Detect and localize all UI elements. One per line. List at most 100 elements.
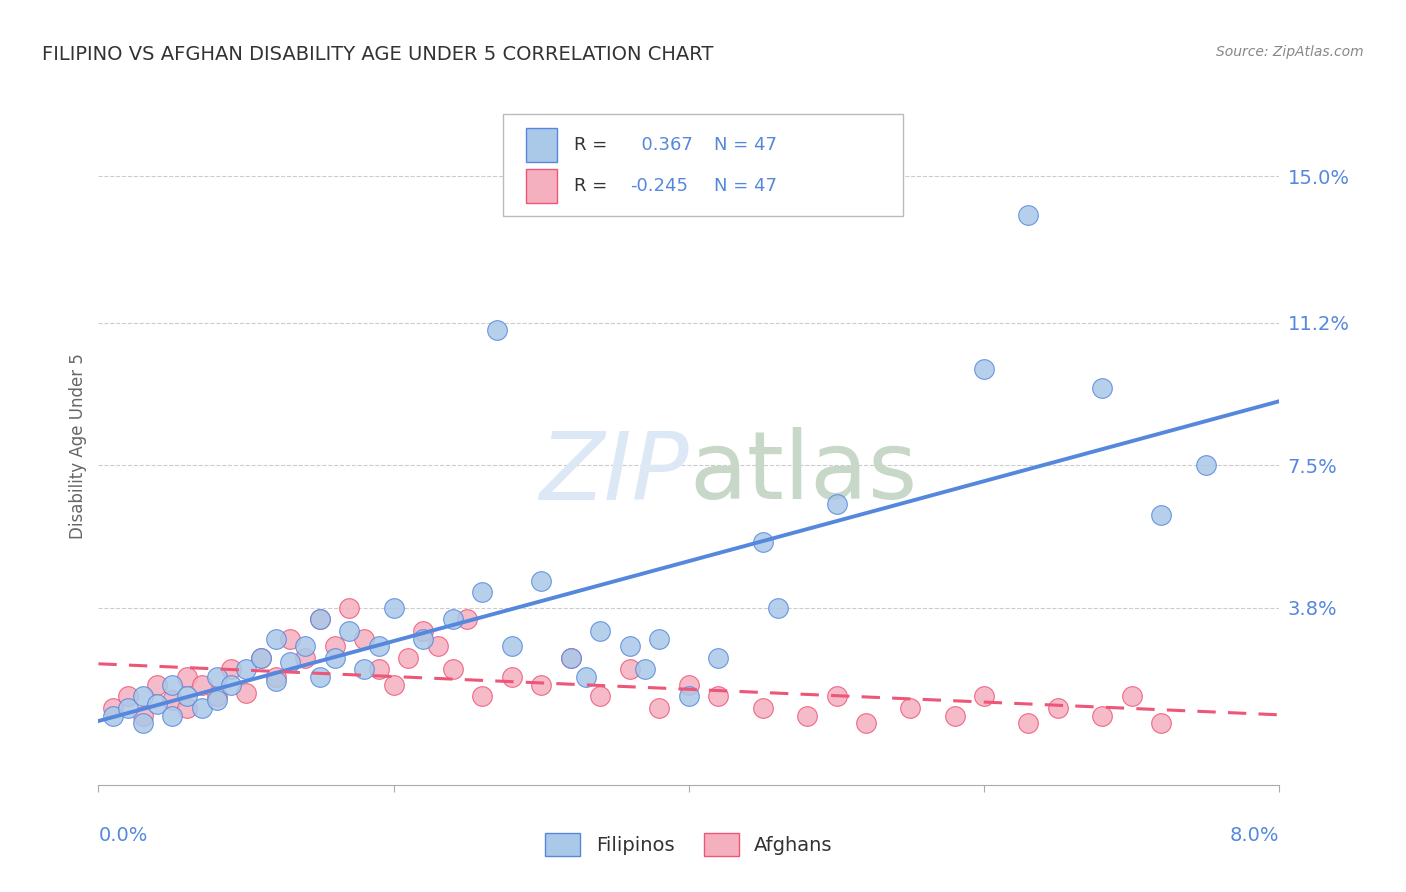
Point (280, 632, 302, 646)
Point (162, 693, 183, 707)
Point (707, 690, 730, 704)
Point (900, 701, 922, 715)
Point (117, 701, 139, 715)
Point (486, 323, 509, 337)
Point (264, 632, 287, 646)
Point (280, 655, 302, 669)
Point (176, 670, 198, 684)
Point (235, 662, 257, 676)
Point (382, 600, 405, 615)
Point (1121, 690, 1143, 704)
Point (264, 673, 287, 688)
Point (205, 693, 228, 707)
Point (1091, 381, 1114, 395)
Point (766, 600, 789, 615)
Point (634, 662, 657, 676)
Point (132, 708, 155, 723)
Point (221, 662, 243, 676)
Point (1018, 716, 1040, 731)
Point (146, 697, 169, 711)
Point (309, 670, 332, 684)
Point (855, 716, 877, 731)
Point (353, 632, 375, 646)
Point (309, 612, 332, 626)
Point (501, 640, 523, 654)
Text: -0.245: -0.245 (630, 178, 688, 195)
Point (146, 678, 169, 692)
Point (412, 624, 434, 638)
Point (309, 612, 332, 626)
Point (162, 708, 183, 723)
Point (943, 708, 966, 723)
Text: N = 47: N = 47 (714, 178, 778, 195)
Point (250, 651, 273, 665)
Text: R =: R = (574, 136, 607, 154)
Point (530, 678, 553, 692)
Point (132, 690, 155, 704)
Point (796, 708, 818, 723)
Point (339, 624, 361, 638)
Point (707, 651, 730, 665)
Point (560, 651, 582, 665)
Point (176, 701, 198, 715)
Point (457, 612, 479, 626)
Point (752, 701, 775, 715)
Point (619, 662, 641, 676)
Point (530, 574, 553, 588)
Point (1150, 716, 1173, 731)
Point (441, 612, 464, 626)
Point (221, 678, 243, 692)
Point (678, 690, 700, 704)
Point (1018, 208, 1040, 222)
Point (412, 632, 434, 646)
Point (117, 690, 139, 704)
Text: FILIPINO VS AFGHAN DISABILITY AGE UNDER 5 CORRELATION CHART: FILIPINO VS AFGHAN DISABILITY AGE UNDER … (42, 45, 714, 63)
Point (339, 600, 361, 615)
Point (589, 624, 612, 638)
Point (1046, 701, 1070, 715)
Point (191, 701, 214, 715)
Point (264, 670, 287, 684)
Point (441, 662, 464, 676)
Point (323, 651, 346, 665)
Point (973, 362, 995, 376)
Point (382, 678, 405, 692)
Text: 0.0%: 0.0% (98, 826, 148, 845)
Point (162, 678, 183, 692)
Point (294, 651, 316, 665)
Point (973, 690, 995, 704)
Point (191, 678, 214, 692)
Point (501, 670, 523, 684)
Point (575, 670, 598, 684)
Y-axis label: Disability Age Under 5: Disability Age Under 5 (69, 353, 87, 539)
Point (648, 632, 671, 646)
Point (235, 685, 257, 699)
Point (368, 662, 391, 676)
Text: 0.367: 0.367 (630, 136, 693, 154)
Point (250, 651, 273, 665)
Point (1091, 708, 1114, 723)
Point (560, 651, 582, 665)
Point (471, 585, 494, 599)
Text: R =: R = (574, 178, 607, 195)
Point (323, 640, 346, 654)
Text: N = 47: N = 47 (714, 136, 778, 154)
Point (752, 535, 775, 549)
Point (678, 678, 700, 692)
Point (589, 690, 612, 704)
Text: ZIP: ZIP (540, 427, 689, 518)
Point (825, 690, 848, 704)
Legend: Filipinos, Afghans: Filipinos, Afghans (537, 825, 841, 863)
Text: Source: ZipAtlas.com: Source: ZipAtlas.com (1216, 45, 1364, 59)
Text: atlas: atlas (689, 427, 917, 519)
Point (648, 701, 671, 715)
Point (103, 708, 125, 723)
Point (398, 651, 420, 665)
Text: 8.0%: 8.0% (1230, 826, 1279, 845)
Point (132, 716, 155, 731)
Point (353, 662, 375, 676)
Point (368, 640, 391, 654)
Point (176, 690, 198, 704)
Point (825, 497, 848, 511)
Point (471, 690, 494, 704)
